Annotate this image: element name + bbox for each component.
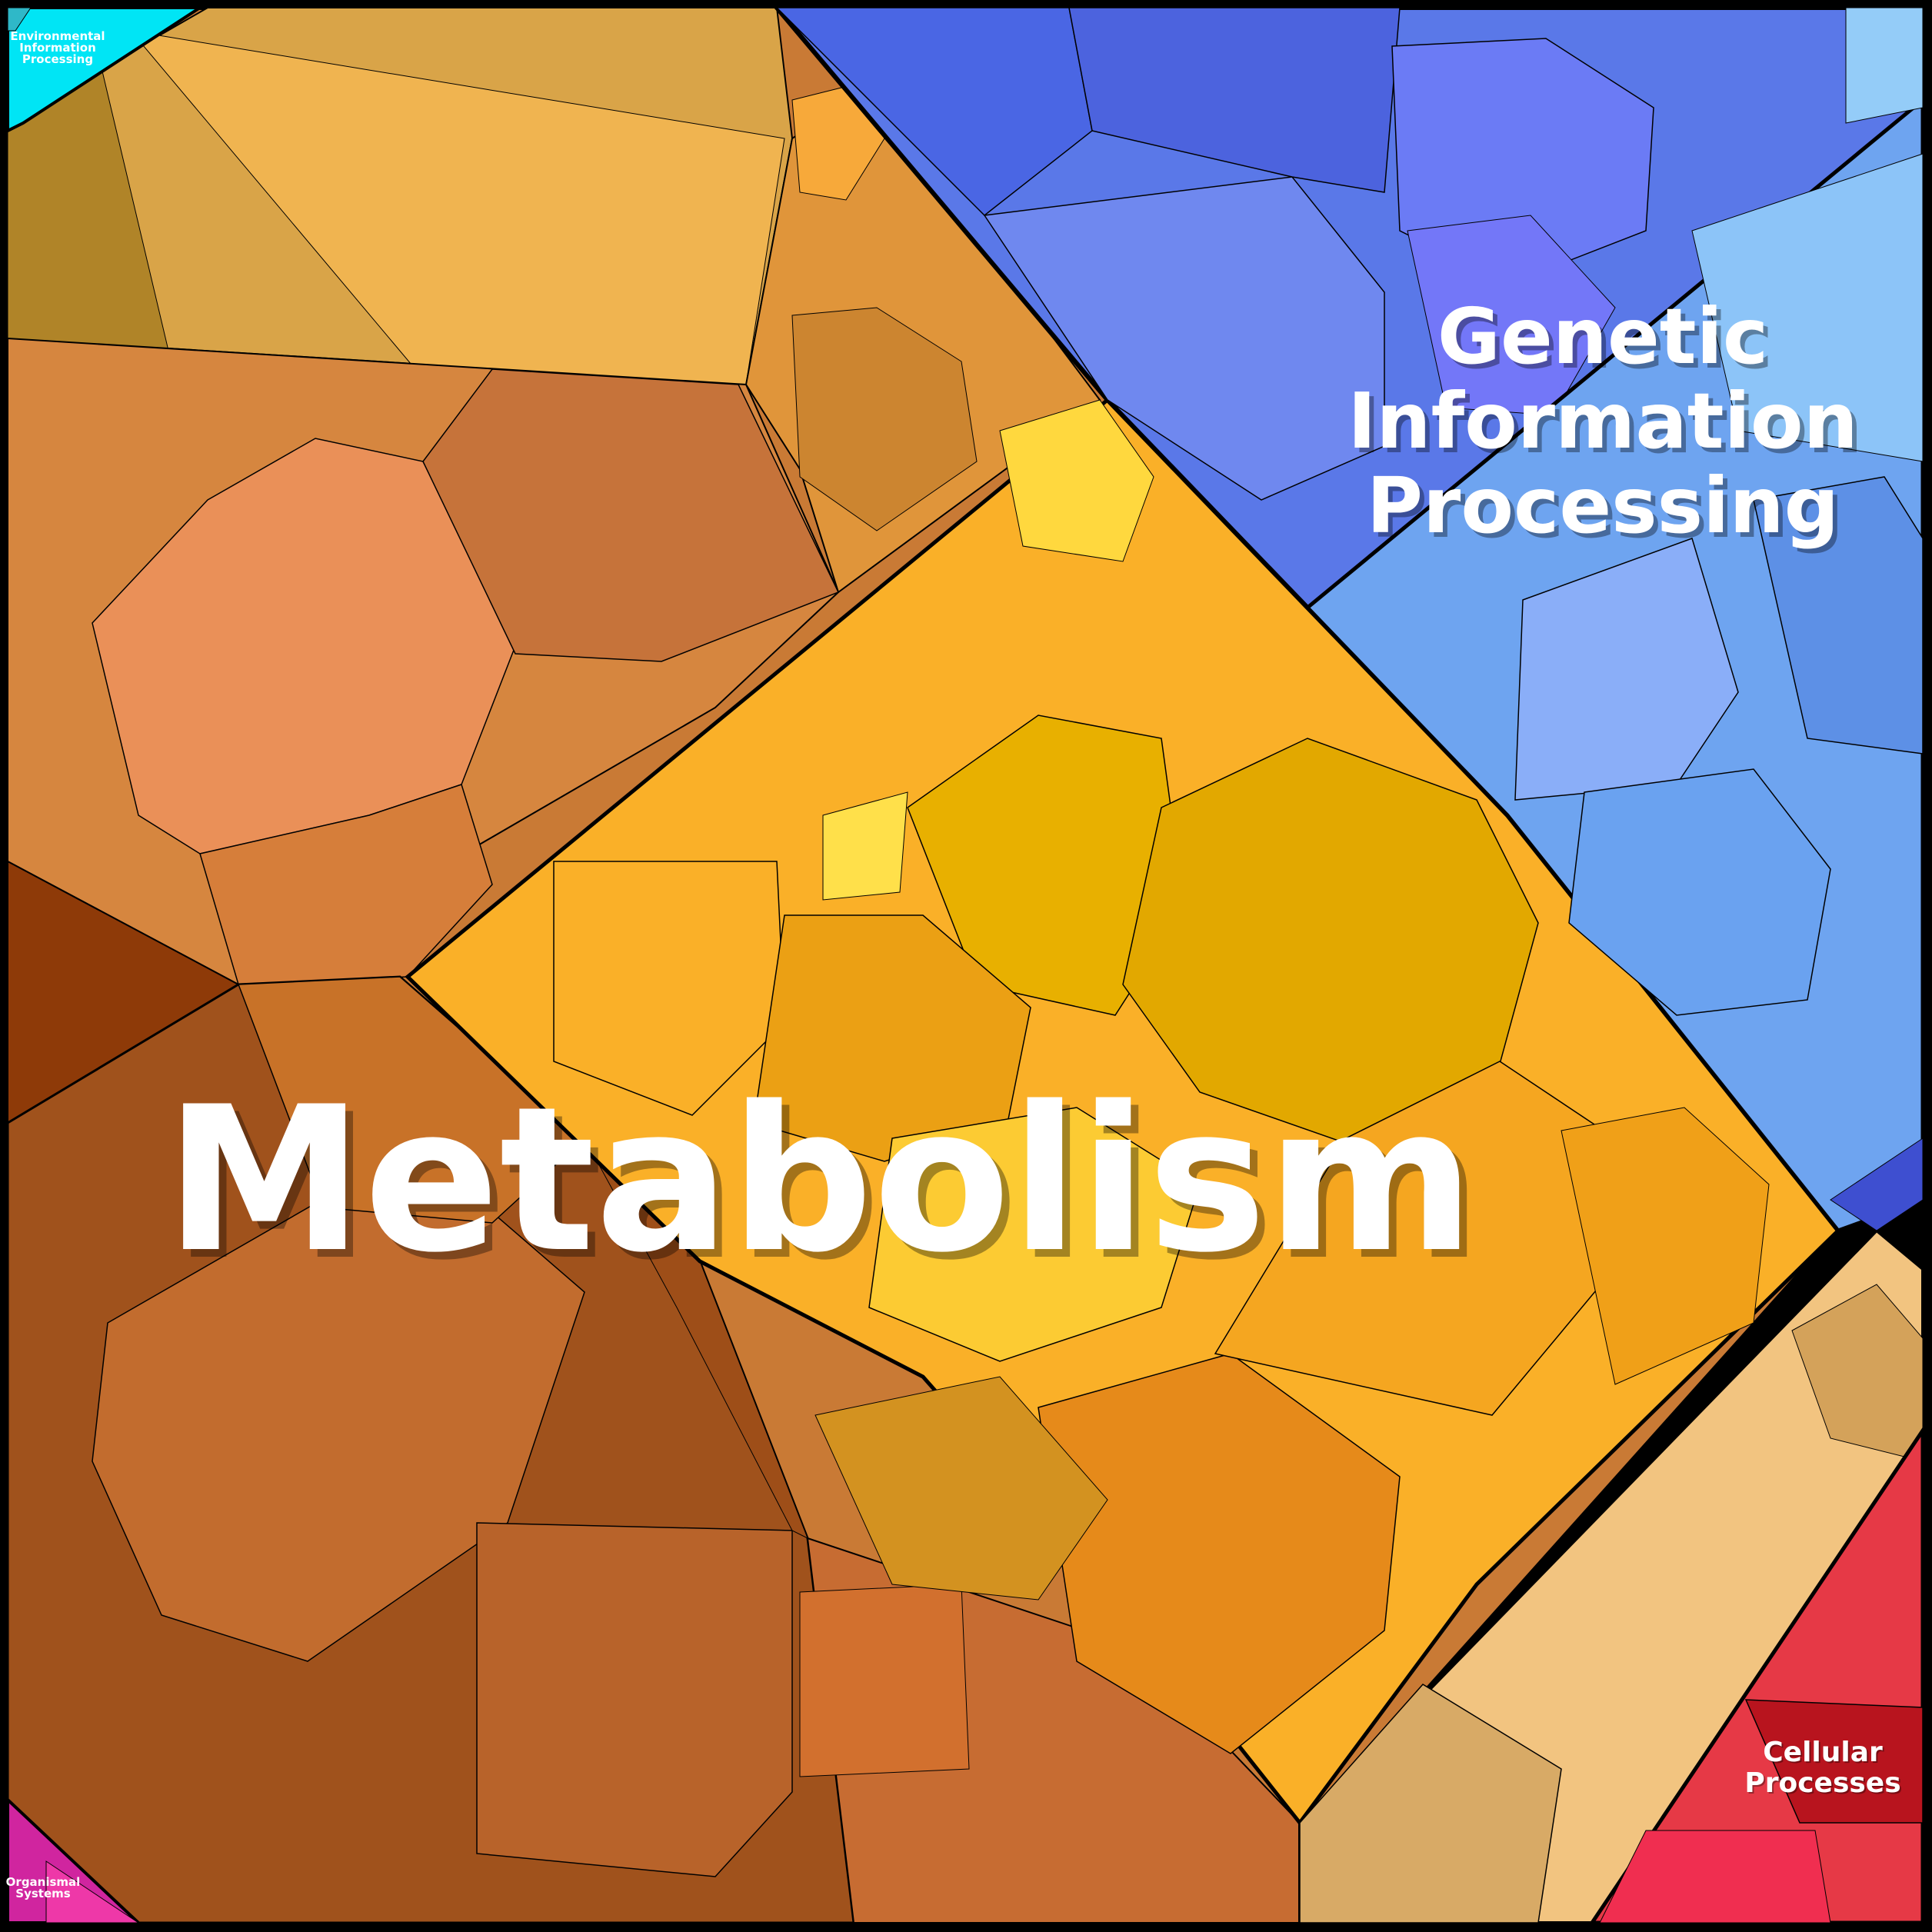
genetic-label-line-1: Genetic (1437, 291, 1768, 381)
genetic-label-line-3: Processing (1367, 461, 1840, 551)
metabolism-cell (92, 438, 516, 854)
environmental-label-line-2: Information (19, 41, 96, 55)
label-genetic-information-processing: Genetic Information Processing Genetic I… (1347, 291, 1863, 555)
genetic-label-line-2: Information (1347, 376, 1858, 466)
organismal-label-line-1: Organismal (6, 1875, 81, 1889)
label-environmental-information-processing: Environmental Information Processing (10, 29, 105, 66)
environmental-label-line-3: Processing (22, 52, 93, 66)
genetic-cell (1514, 538, 1739, 801)
genetic-cell (1691, 153, 1924, 462)
label-metabolism: Metabolism Metabolism (165, 1064, 1482, 1304)
metabolism-cell (1299, 1684, 1562, 1924)
region-genetic-information-processing[interactable] (771, 5, 1925, 1234)
metabolism-cell (1791, 1284, 1924, 1462)
cellular-label-line-1: Cellular (1763, 1737, 1883, 1768)
svg-text:Information: Information (1352, 381, 1863, 471)
genetic-cell (1753, 476, 1924, 754)
metabolism-cell (422, 368, 840, 662)
metabolism-label: Metabolism (165, 1064, 1474, 1297)
genetic-cell (1845, 7, 1924, 124)
svg-text:Processing: Processing (1371, 465, 1844, 555)
genetic-cell (1407, 215, 1616, 416)
metabolism-cell (822, 791, 908, 901)
metabolism-cell (814, 1376, 1108, 1601)
genetic-cell (1391, 38, 1654, 285)
region-metabolism[interactable] (5, 5, 1924, 1925)
metabolism-cell (868, 1107, 1201, 1362)
metabolism-cell (237, 976, 586, 1224)
genetic-cell (1568, 768, 1831, 1016)
svg-text:Processes: Processes (1746, 1769, 1902, 1800)
cellular-cell (1599, 1830, 1831, 1924)
metabolism-cell (476, 1522, 793, 1877)
metabolism-cell (791, 307, 978, 531)
svg-text:Genetic: Genetic (1442, 296, 1773, 386)
metabolism-cell (1561, 1107, 1770, 1385)
genetic-cell (1830, 1138, 1924, 1231)
svg-text:Metabolism: Metabolism (172, 1072, 1482, 1304)
cellular-cell (1744, 1699, 1924, 1824)
environmental-label-line-1: Environmental (10, 29, 105, 43)
label-organismal-systems: Organismal Systems (6, 1875, 81, 1900)
region-cellular-processes[interactable] (1588, 1424, 1925, 1925)
svg-text:Cellular: Cellular (1764, 1738, 1884, 1770)
organismal-label-line-2: Systems (15, 1887, 70, 1900)
organismal-cell (45, 1860, 140, 1924)
cellular-label-line-2: Processes (1744, 1767, 1900, 1799)
metabolism-cell (799, 1584, 970, 1777)
label-cellular-processes: Cellular Processes Cellular Processes (1744, 1737, 1902, 1800)
metabolism-cell (553, 861, 785, 1116)
metabolism-cell (999, 399, 1154, 562)
